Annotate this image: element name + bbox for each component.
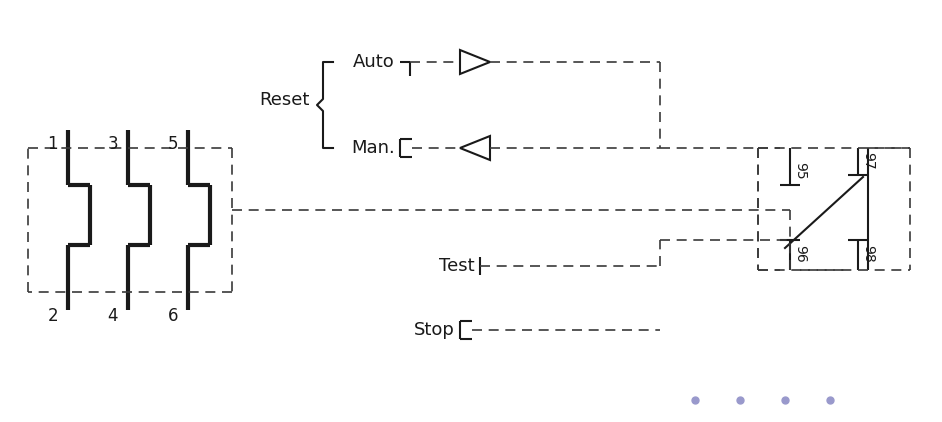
Text: 6: 6 (168, 307, 178, 325)
Text: 4: 4 (107, 307, 118, 325)
Text: 97: 97 (861, 152, 875, 170)
Text: 98: 98 (861, 245, 875, 263)
Text: 3: 3 (107, 135, 118, 153)
Text: 96: 96 (793, 245, 807, 263)
Text: Reset: Reset (260, 91, 310, 109)
Text: Man.: Man. (351, 139, 395, 157)
Text: Auto: Auto (353, 53, 395, 71)
Text: Stop: Stop (414, 321, 455, 339)
Text: 5: 5 (168, 135, 178, 153)
Text: 95: 95 (793, 162, 807, 180)
Text: Test: Test (439, 257, 475, 275)
Text: 1: 1 (47, 135, 58, 153)
Text: 2: 2 (47, 307, 58, 325)
